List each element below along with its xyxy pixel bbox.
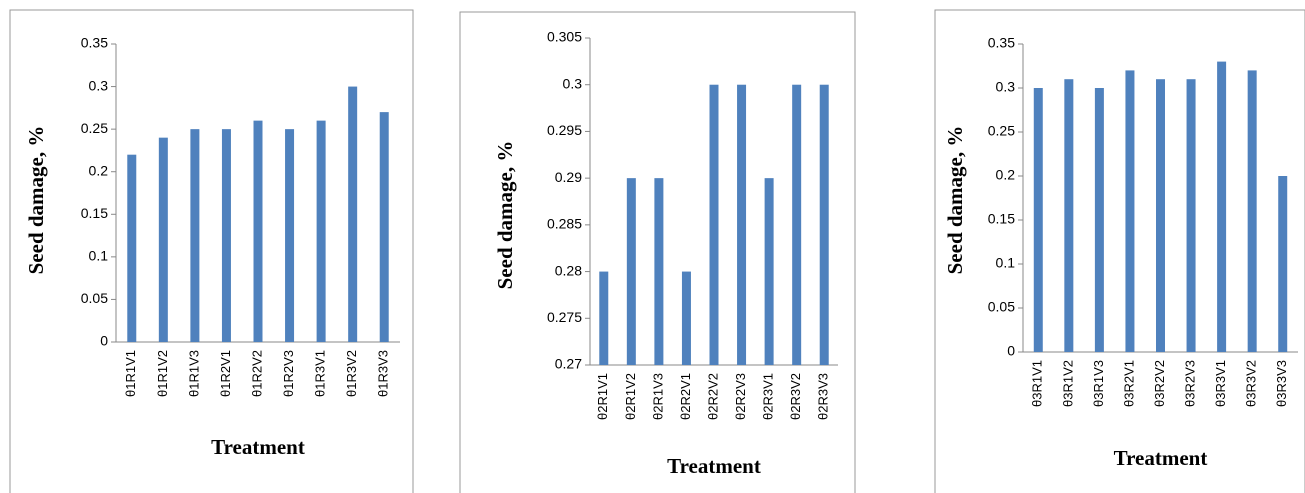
y-axis-title: Seed damage, % [943,126,967,275]
y-tick-label: 0.305 [547,29,582,45]
chart-frame [934,9,1305,493]
y-tick-label: 0.15 [81,205,108,221]
x-tick-label: θ2R2V1 [678,373,693,420]
y-tick-label: 0.3 [996,79,1016,95]
x-tick-label: θ1R3V3 [376,350,391,397]
bar [764,178,774,365]
y-tick-label: 0.05 [988,299,1015,315]
x-tick-label: θ2R3V3 [816,373,831,420]
x-tick-label: θ2R2V3 [733,373,748,420]
x-tick-label: θ3R1V3 [1091,360,1106,407]
y-tick-label: 0.28 [555,262,582,278]
bar [1247,70,1257,353]
y-tick-label: 0.25 [988,123,1015,139]
x-tick-label: θ3R1V2 [1060,360,1075,407]
bar [348,86,358,342]
bar [158,137,168,342]
y-tick-label: 0.27 [555,356,582,372]
y-axis-title: Seed damage, % [493,141,517,290]
bar [681,271,691,365]
x-tick-label: θ1R3V2 [344,350,359,397]
bar [127,154,137,342]
y-tick-label: 0.25 [81,120,108,136]
x-tick-label: θ1R2V2 [249,350,264,397]
chart-frame [459,11,856,493]
bar [1064,79,1074,352]
bar [819,84,829,365]
x-tick-label: θ3R3V1 [1213,360,1228,407]
y-axis-title: Seed damage, % [24,126,48,275]
y-tick-label: 0 [1007,343,1015,359]
x-tick-label: θ2R3V2 [788,373,803,420]
x-axis-title: Treatment [667,454,761,478]
y-tick-label: 0.1 [89,248,109,264]
x-tick-label: θ1R2V3 [281,350,296,397]
bar [792,84,802,365]
y-tick-label: 0 [100,333,108,349]
y-tick-label: 0.35 [988,35,1015,51]
x-tick-label: θ3R2V3 [1182,360,1197,407]
bar [709,84,719,365]
bar [1156,79,1165,352]
y-tick-label: 0.05 [81,290,108,306]
bar [190,129,200,342]
x-tick-label: θ3R1V1 [1030,360,1045,407]
x-tick-label: θ1R3V1 [313,350,328,397]
bar [1278,176,1288,352]
bar [1033,88,1043,352]
y-tick-label: 0.3 [89,77,109,93]
bar [1094,88,1104,352]
x-tick-label: θ1R1V1 [123,350,138,397]
bar [1186,79,1196,352]
x-tick-label: θ3R3V2 [1244,360,1259,407]
bar [654,178,664,365]
bar [285,129,295,342]
x-tick-label: θ2R1V1 [595,373,610,420]
y-tick-label: 0.1 [996,255,1016,271]
chart-frame [9,9,414,493]
bar [221,129,231,342]
bar [1217,61,1227,352]
bar [1125,70,1135,353]
x-axis-title: Treatment [211,435,305,459]
y-tick-label: 0.3 [563,75,583,91]
bar [737,84,747,365]
y-tick-label: 0.2 [996,167,1016,183]
bar [379,112,389,342]
y-tick-label: 0.35 [81,35,108,51]
x-tick-label: θ2R1V3 [650,373,665,420]
y-tick-label: 0.2 [89,162,109,178]
bar [253,120,263,342]
x-tick-label: θ2R2V2 [705,373,720,420]
x-axis-title: Treatment [1114,446,1208,470]
bar [316,120,326,342]
y-tick-label: 0.29 [555,169,582,185]
y-tick-label: 0.275 [547,309,582,325]
x-tick-label: θ3R3V3 [1274,360,1289,407]
y-tick-label: 0.15 [988,211,1015,227]
x-tick-label: θ3R2V1 [1121,360,1136,407]
x-tick-label: θ2R3V1 [761,373,776,420]
y-tick-label: 0.285 [547,216,582,232]
x-tick-label: θ1R1V2 [155,350,170,397]
x-tick-label: θ1R1V3 [186,350,201,397]
bar [599,271,609,365]
x-tick-label: θ2R1V2 [623,373,638,420]
x-tick-label: θ3R2V2 [1152,360,1167,407]
y-tick-label: 0.295 [547,122,582,138]
bar [626,178,636,365]
x-tick-label: θ1R2V1 [218,350,233,397]
